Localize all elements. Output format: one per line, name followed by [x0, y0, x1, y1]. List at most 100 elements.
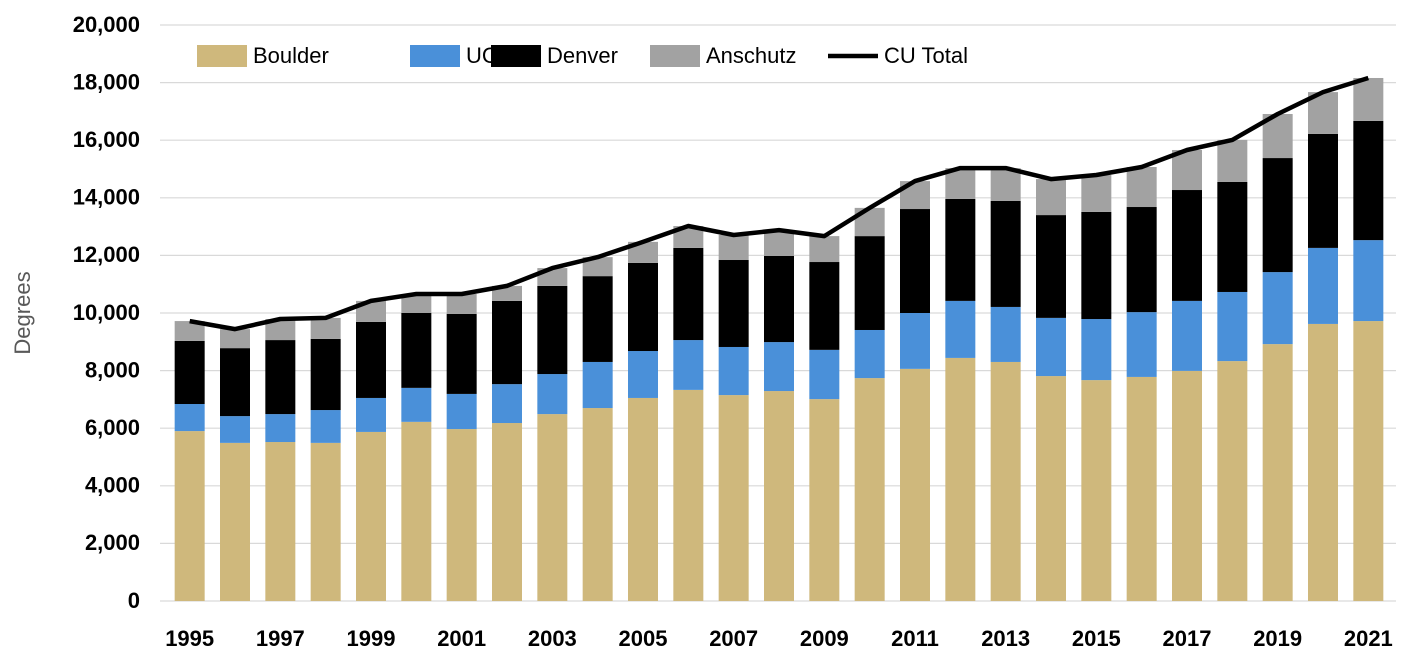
bar-segment: [1036, 215, 1066, 318]
bar-segment: [446, 313, 477, 394]
bar-segment: [492, 423, 522, 601]
bar-segment: [401, 313, 432, 388]
x-tick-label: 1997: [256, 626, 305, 651]
bar-segment: [537, 414, 568, 601]
legend-label: Boulder: [253, 43, 329, 68]
bar-segment: [265, 340, 296, 415]
y-tick-label: 4,000: [85, 473, 140, 498]
x-tick-label: 2001: [437, 626, 486, 651]
bar-segment: [582, 408, 613, 601]
bar-segment: [1172, 300, 1202, 371]
x-tick-label: 2009: [800, 626, 849, 651]
bar-segment: [990, 361, 1021, 601]
legend-label: Anschutz: [706, 43, 797, 68]
bar-segment: [990, 200, 1021, 307]
bar-segment: [537, 285, 568, 375]
bar-segment: [945, 300, 976, 358]
y-tick-label: 8,000: [85, 357, 140, 382]
bar-segment: [1126, 207, 1157, 313]
legend-label: CU Total: [884, 43, 968, 68]
bar-segment: [1308, 323, 1338, 601]
x-tick-label: 2011: [891, 626, 939, 651]
bar-segment: [492, 285, 522, 301]
bar-segment: [174, 431, 205, 601]
legend-swatch: [197, 45, 247, 67]
bar-segment: [582, 276, 613, 362]
bar-segment: [401, 421, 432, 601]
bar-segment: [718, 234, 749, 261]
bar-segment: [900, 368, 930, 601]
bar-segment: [220, 329, 250, 349]
bar-segment: [1262, 158, 1293, 273]
bar-segment: [265, 414, 296, 443]
bar-segment: [673, 247, 704, 341]
bar-segment: [265, 319, 296, 341]
bar-segment: [1353, 77, 1384, 121]
bar-segment: [356, 397, 386, 432]
y-tick-label: 10,000: [73, 300, 140, 325]
bar-segment: [446, 393, 477, 430]
bar-segment: [854, 329, 885, 379]
bar-segment: [673, 226, 704, 248]
bar-segment: [265, 442, 296, 601]
bar-segment: [1217, 291, 1248, 362]
bar-segment: [1036, 179, 1066, 216]
bar-segment: [764, 342, 794, 392]
y-tick-label: 14,000: [73, 185, 140, 210]
bar-segment: [718, 346, 749, 396]
bar-segment: [990, 306, 1021, 362]
bar-segment: [220, 442, 250, 601]
bar-segment: [310, 338, 341, 411]
bar-segment: [900, 209, 930, 313]
bar-segment: [310, 410, 341, 443]
x-tick-label: 2021: [1344, 626, 1393, 651]
bar-segment: [990, 168, 1021, 201]
bar-segment: [582, 361, 613, 409]
bar-segment: [174, 340, 205, 405]
bar-segment: [1036, 376, 1066, 601]
x-tick-label: 2015: [1072, 626, 1121, 651]
x-tick-label: 1995: [165, 626, 214, 651]
bar-segment: [900, 313, 930, 369]
x-tick-label: 2019: [1253, 626, 1302, 651]
bar-segment: [1262, 344, 1293, 601]
bar-segment: [1353, 240, 1384, 322]
y-tick-label: 18,000: [73, 69, 140, 94]
bar-segment: [673, 389, 704, 601]
y-tick-label: 20,000: [73, 12, 140, 37]
bar-segment: [945, 357, 976, 601]
bar-segment: [718, 260, 749, 347]
bar-segment: [1217, 139, 1248, 182]
bar-segment: [764, 391, 794, 601]
bar-segment: [628, 262, 658, 352]
bar-segment: [446, 429, 477, 601]
x-tick-label: 2007: [709, 626, 758, 651]
bar-segment: [1126, 376, 1157, 601]
bar-segment: [174, 321, 205, 341]
bar-segment: [401, 387, 432, 422]
bar-segment: [310, 317, 341, 339]
bar-segment: [764, 230, 794, 256]
bar-segment: [809, 236, 840, 263]
legend-swatch: [491, 45, 541, 67]
bar-segment: [220, 348, 250, 417]
bar-segment: [1081, 319, 1112, 381]
bar-segment: [809, 262, 840, 350]
bar-segment: [446, 293, 477, 314]
x-tick-label: 2017: [1163, 626, 1212, 651]
x-tick-label: 1999: [347, 626, 396, 651]
bar-segment: [356, 431, 386, 601]
x-tick-label: 2013: [981, 626, 1030, 651]
bar-segment: [356, 321, 386, 398]
legend-swatch: [650, 45, 700, 67]
bar-segment: [1262, 272, 1293, 345]
bar-segment: [854, 378, 885, 601]
bar-segment: [401, 293, 432, 313]
bar-segment: [310, 442, 341, 601]
bar-segment: [1081, 211, 1112, 320]
bar-segment: [492, 300, 522, 385]
y-tick-label: 16,000: [73, 127, 140, 152]
bar-segment: [628, 241, 658, 263]
bar-segment: [718, 395, 749, 601]
